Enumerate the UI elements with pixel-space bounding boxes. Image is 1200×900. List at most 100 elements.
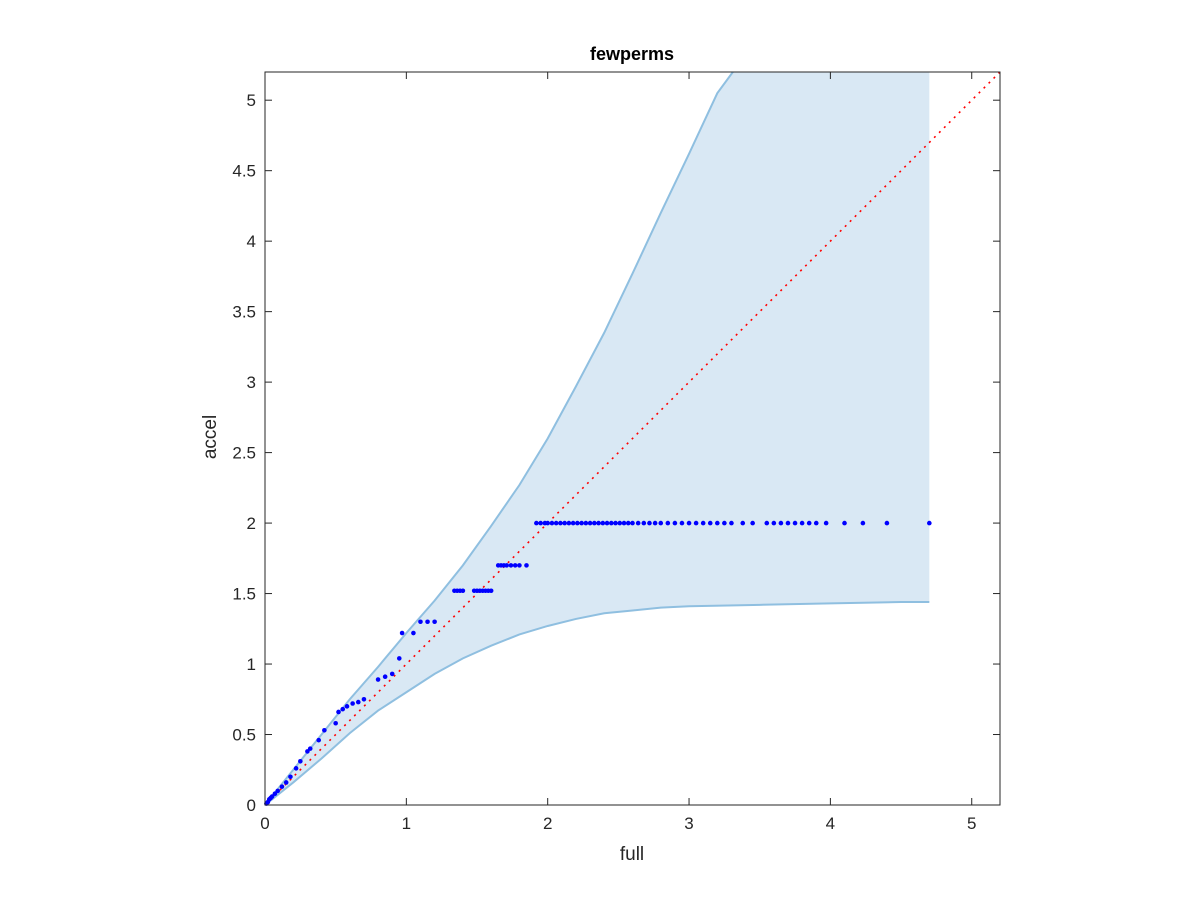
data-point bbox=[399, 630, 405, 636]
data-point bbox=[549, 520, 555, 526]
data-point bbox=[305, 749, 310, 754]
y-tick-label: 0.5 bbox=[232, 726, 256, 745]
data-point bbox=[566, 520, 572, 526]
data-point bbox=[432, 619, 437, 625]
data-point bbox=[693, 520, 699, 526]
data-point bbox=[641, 520, 647, 526]
data-point bbox=[806, 520, 812, 526]
plot-area: 0 1 2 3 4 5 0 0.5 1 1.5 2 2.5 3 3.5 4 4.5 5 bbox=[232, 71, 1001, 833]
data-point bbox=[700, 520, 706, 526]
data-point bbox=[707, 520, 713, 526]
data-point bbox=[679, 520, 685, 526]
data-point bbox=[512, 563, 518, 568]
data-point bbox=[575, 520, 580, 526]
data-point bbox=[647, 520, 652, 526]
data-point bbox=[375, 677, 381, 682]
data-point bbox=[722, 520, 727, 526]
data-point bbox=[504, 563, 510, 568]
reference-line-layer bbox=[265, 72, 1000, 805]
data-point bbox=[927, 520, 932, 526]
data-point bbox=[389, 671, 395, 677]
data-point bbox=[361, 696, 367, 702]
data-point bbox=[553, 520, 559, 526]
y-axis-label: accel bbox=[200, 415, 221, 459]
data-points bbox=[264, 520, 932, 806]
data-point bbox=[792, 520, 798, 526]
data-point bbox=[517, 563, 522, 568]
data-point bbox=[534, 520, 539, 526]
x-tick-label: 1 bbox=[402, 814, 411, 833]
x-tick-label: 5 bbox=[967, 814, 976, 833]
data-point bbox=[608, 520, 614, 526]
data-point bbox=[842, 520, 847, 526]
data-point bbox=[508, 563, 514, 568]
data-point bbox=[785, 520, 791, 526]
data-point bbox=[396, 656, 402, 661]
data-point bbox=[275, 788, 281, 794]
y-tick-label: 1.5 bbox=[232, 585, 256, 604]
data-point bbox=[272, 791, 278, 797]
data-point bbox=[316, 737, 322, 743]
data-point bbox=[418, 619, 423, 625]
data-point bbox=[336, 709, 341, 715]
data-point bbox=[799, 520, 805, 526]
y-tick-labels: 0 0.5 1 1.5 2 2.5 3 3.5 4 4.5 5 bbox=[232, 91, 256, 815]
y-tick-label: 1 bbox=[247, 655, 256, 674]
data-point bbox=[884, 520, 890, 526]
data-point bbox=[686, 520, 692, 526]
y-tick-label: 2 bbox=[247, 514, 256, 533]
confidence-band bbox=[265, 72, 930, 805]
y-tick-label: 4.5 bbox=[232, 162, 256, 181]
data-point bbox=[823, 520, 829, 526]
data-point bbox=[425, 619, 430, 625]
band-fill bbox=[265, 72, 930, 805]
data-point bbox=[340, 706, 346, 712]
data-point bbox=[729, 520, 734, 526]
data-point bbox=[269, 794, 275, 799]
data-point bbox=[579, 520, 584, 526]
data-point bbox=[488, 588, 494, 594]
x-axis-label: full bbox=[620, 844, 644, 865]
data-point bbox=[635, 520, 641, 526]
data-point bbox=[333, 720, 338, 726]
data-point bbox=[658, 520, 664, 526]
x-tick-label: 2 bbox=[543, 814, 552, 833]
data-point bbox=[538, 520, 543, 526]
data-point bbox=[672, 520, 678, 526]
data-point bbox=[587, 520, 593, 526]
data-point bbox=[617, 520, 623, 526]
data-point bbox=[382, 674, 388, 680]
x-tick-label: 4 bbox=[826, 814, 835, 833]
y-tick-label: 0 bbox=[247, 796, 256, 815]
y-tick-label: 3 bbox=[247, 373, 256, 392]
data-point bbox=[652, 520, 658, 526]
data-point bbox=[355, 699, 361, 705]
data-point bbox=[307, 746, 313, 751]
data-point bbox=[630, 520, 635, 526]
data-point bbox=[279, 784, 285, 789]
data-point bbox=[288, 774, 293, 780]
x-tick-label: 0 bbox=[260, 814, 269, 833]
data-point bbox=[813, 520, 819, 526]
data-point bbox=[778, 520, 784, 526]
x-tick-label: 3 bbox=[684, 814, 693, 833]
data-point bbox=[460, 588, 466, 594]
data-point bbox=[764, 520, 770, 526]
data-point bbox=[613, 520, 618, 526]
data-point bbox=[344, 704, 350, 709]
y-tick-label: 4 bbox=[247, 232, 256, 251]
data-point bbox=[621, 520, 627, 526]
data-point bbox=[604, 520, 610, 526]
data-point bbox=[715, 520, 720, 526]
data-point bbox=[350, 701, 355, 706]
data-point bbox=[771, 520, 777, 526]
identity-reference-line bbox=[265, 72, 1000, 805]
data-point bbox=[860, 520, 866, 526]
x-tick-labels: 0 1 2 3 4 5 bbox=[260, 814, 976, 833]
y-tick-label: 2.5 bbox=[232, 444, 256, 463]
data-point bbox=[283, 780, 289, 785]
data-point bbox=[298, 759, 303, 764]
data-point bbox=[600, 520, 606, 526]
data-point bbox=[562, 520, 567, 526]
data-point bbox=[750, 520, 755, 526]
